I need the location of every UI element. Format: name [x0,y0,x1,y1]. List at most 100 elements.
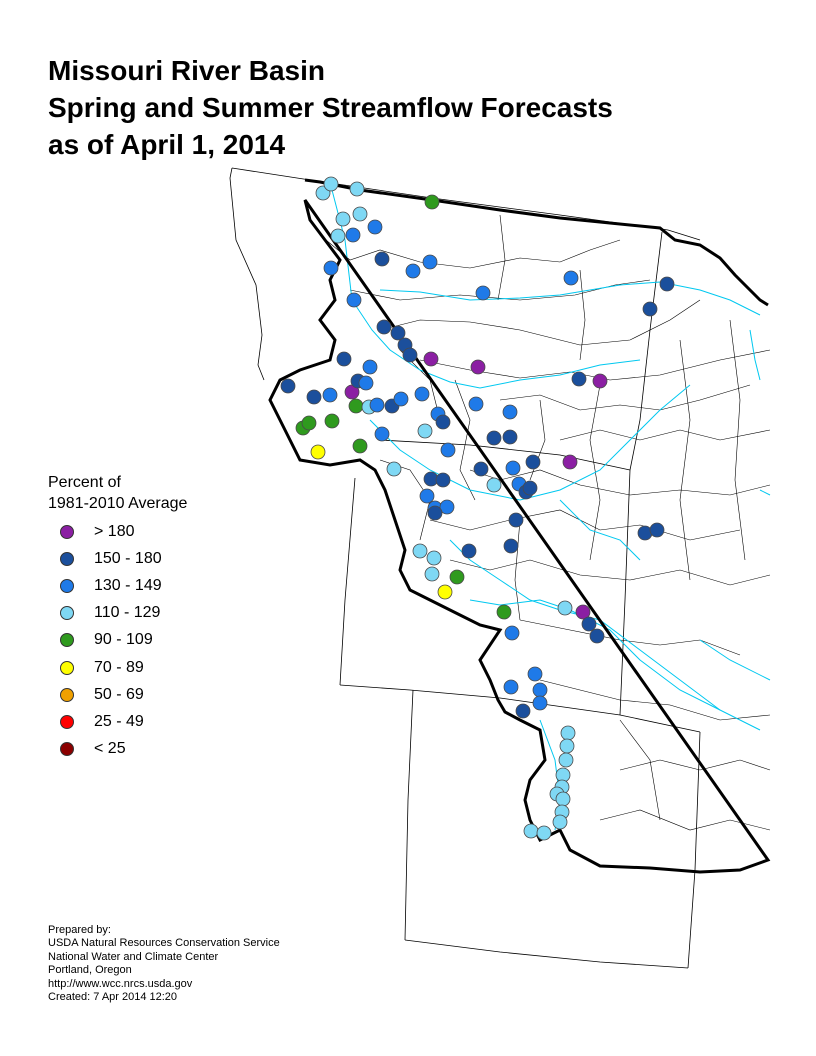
forecast-point [486,430,502,446]
forecast-point [440,442,456,458]
state-line-colorado-west [404,689,414,941]
legend-label: 70 - 89 [94,658,144,676]
legend-label: 90 - 109 [94,631,153,649]
forecast-point [405,263,421,279]
forecast-point [473,461,489,477]
legend-label: < 25 [94,740,126,758]
forecast-points [280,176,675,841]
forecast-point [435,414,451,430]
river-sd [749,329,761,381]
forecast-point [419,488,435,504]
river-powder [559,499,641,561]
forecast-point [386,461,402,477]
forecast-point [527,666,543,682]
forecast-point [555,791,571,807]
subbasin-line [319,234,621,269]
credits-line: Portland, Oregon [48,964,132,977]
legend-label: > 180 [94,522,135,540]
river-missouri-upper [331,189,641,389]
state-line-dakota [667,229,701,241]
forecast-point [390,325,406,341]
subbasin-line [449,559,771,586]
forecast-point [461,543,477,559]
forecast-point [349,181,365,197]
subbasin-line [619,719,661,821]
forecast-point [310,444,326,460]
legend-swatch-icon [60,742,74,757]
river-sd-2 [759,489,771,496]
forecast-point [393,391,409,407]
state-line-wyoming-east [619,469,631,716]
forecast-point [335,211,351,227]
forecast-point [504,625,520,641]
state-line-montana-east [629,231,663,471]
subbasin-line [514,519,521,621]
legend-label: 25 - 49 [94,712,144,730]
river-cheyenne [699,639,771,681]
subbasin-line [349,279,651,301]
legend-item: > 180 [60,518,187,545]
subbasin-line [497,214,506,301]
forecast-point [575,604,591,620]
subbasin-line [679,339,691,581]
subbasin-line [519,619,741,656]
legend-title-line-1: Percent of [48,474,121,491]
credits-line: USDA Natural Resources Conservation Serv… [48,937,280,950]
credits-line: http://www.wcc.nrcs.usda.gov [48,977,193,990]
forecast-point [417,423,433,439]
title-line-3: as of April 1, 2014 [48,129,286,160]
forecast-point [649,522,665,538]
legend-item: 130 - 149 [60,572,187,599]
state-line-colorado-south [404,939,689,969]
subbasin-line [454,379,476,501]
state-line-montana-south [379,439,631,471]
forecast-point [468,396,484,412]
forecast-point [536,825,552,841]
forecast-point [502,404,518,420]
forecast-point [306,389,322,405]
title-line-1: Missouri River Basin [48,55,325,86]
forecast-point [402,347,418,363]
forecast-point [352,206,368,222]
forecast-point [523,823,539,839]
credits-line: National Water and Climate Center [48,950,219,963]
forecast-point [559,738,575,754]
state-line-wyoming-south [339,684,701,733]
forecast-point [324,413,340,429]
forecast-point [560,725,576,741]
forecast-point [475,285,491,301]
forecast-point [301,415,317,431]
forecast-point [502,429,518,445]
legend-item: 110 - 129 [60,600,187,627]
subbasin-line [379,299,701,346]
forecast-point [424,566,440,582]
forecast-point [496,604,512,620]
forecast-point [362,359,378,375]
forecast-point [522,480,538,496]
credits-line: Created: 7 Apr 2014 12:20 [48,991,178,1004]
legend-item: 150 - 180 [60,545,187,572]
forecast-point [345,227,361,243]
legend-label: 110 - 129 [94,604,161,622]
forecast-point [427,505,443,521]
legend-swatch-icon [60,714,74,729]
forecast-point [581,616,597,632]
subbasin-line [619,759,771,771]
legend-swatch-icon [60,687,74,702]
forecast-point [558,752,574,768]
forecast-point [336,351,352,367]
state-lines [229,167,701,969]
legend-label: 130 - 149 [94,576,162,594]
forecast-point [414,386,430,402]
forecast-point [525,454,541,470]
legend-swatch-icon [60,551,74,566]
legend-item: < 25 [60,736,187,763]
rivers [331,189,771,831]
forecast-point [348,398,364,414]
forecast-point [280,378,296,394]
forecast-point [589,628,605,644]
forecast-point [352,438,368,454]
legend-swatch-icon [60,633,74,648]
forecast-point [426,550,442,566]
forecast-point [346,292,362,308]
